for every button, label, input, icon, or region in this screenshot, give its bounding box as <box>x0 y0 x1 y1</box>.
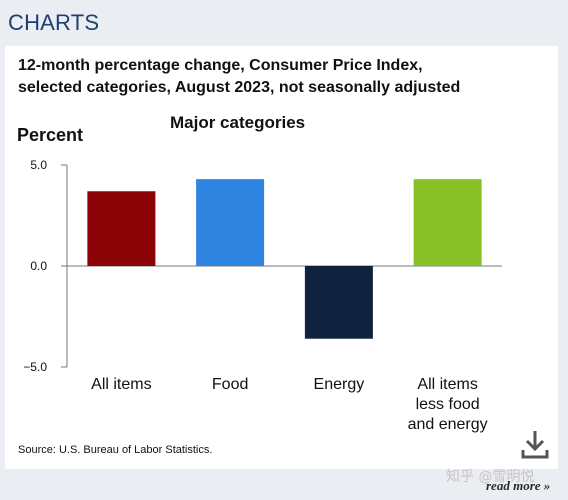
section-title: CHARTS <box>8 10 100 35</box>
chart-subtitle-line-2: selected categories, August 2023, not se… <box>18 79 461 96</box>
y-tick-label: −5.0 <box>23 360 47 374</box>
x-tick-label-line: Food <box>212 376 248 393</box>
x-tick-label-line: and energy <box>408 416 488 433</box>
x-tick-label-line: Energy <box>314 376 365 393</box>
read-more-link[interactable]: read more » <box>486 478 551 493</box>
x-tick-label: Food <box>212 376 248 393</box>
chart-subtitle-line-1: 12-month percentage change, Consumer Pri… <box>18 57 423 74</box>
bar-chart: −5.0 0.0 5.0 All items Food Energy All items le… <box>23 158 502 433</box>
source-note: Source: U.S. Bureau of Labor Statistics. <box>18 444 213 456</box>
chart-subtitle: 12-month percentage change, Consumer Pri… <box>18 55 538 99</box>
bar <box>304 266 373 339</box>
x-tick-label-line: All items <box>91 376 151 393</box>
bar <box>196 179 265 266</box>
y-tick-label: 5.0 <box>30 158 47 172</box>
chart-title: Major categories <box>170 113 306 132</box>
x-tick-label-line: All items <box>417 376 477 393</box>
watermark: 知乎 @雪明悦 <box>446 469 535 485</box>
y-axis-label: Percent <box>17 125 84 145</box>
chart-card: 12-month percentage change, Consumer Pri… <box>5 46 558 469</box>
header-band: CHARTS <box>0 0 568 46</box>
x-tick-label: Energy <box>314 376 365 393</box>
x-tick-label: All items <box>91 376 151 393</box>
x-tick-label: All items less food and energy <box>408 376 488 433</box>
x-tick-label-line: less food <box>416 396 480 413</box>
bar <box>87 191 156 266</box>
bar <box>413 179 482 266</box>
y-tick-label: 0.0 <box>30 259 47 273</box>
download-button[interactable] <box>520 428 550 462</box>
download-icon <box>521 431 549 459</box>
